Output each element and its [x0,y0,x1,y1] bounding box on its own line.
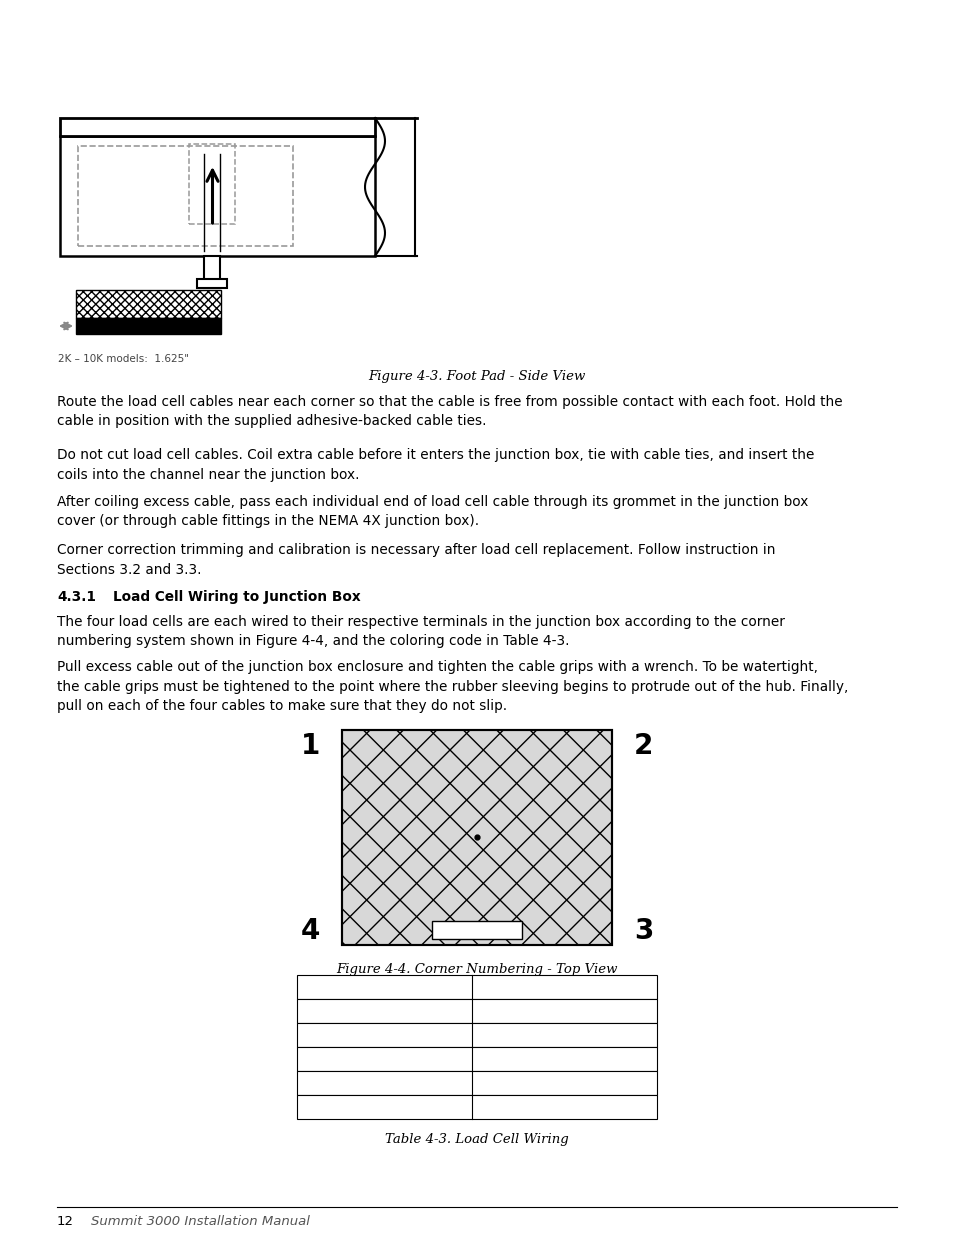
Bar [76,290,221,317]
Text: Cable Color Code: Cable Color Code [328,981,439,993]
Text: Summit 3000 Installation Manual: Summit 3000 Installation Manual [91,1215,310,1228]
Text: -Signal: -Signal [479,1076,524,1089]
Text: Figure 4-4. Corner Numbering - Top View: Figure 4-4. Corner Numbering - Top View [335,963,618,976]
Bar [432,921,521,939]
Text: 1: 1 [300,732,319,760]
Bar [76,317,221,333]
Bar [341,730,612,945]
Text: 12: 12 [57,1215,74,1228]
Text: 4: 4 [300,918,319,945]
Text: Pull excess cable out of the junction box enclosure and tighten the cable grips : Pull excess cable out of the junction bo… [57,659,847,713]
Text: Red: Red [305,1004,329,1016]
Bar [60,119,375,136]
Text: Route the load cell cables near each corner so that the cable is free from possi: Route the load cell cables near each cor… [57,395,841,429]
Text: -Excitation: -Excitation [479,1028,547,1041]
Text: Green: Green [305,1052,343,1065]
Bar [296,1071,657,1095]
Bar [296,1095,657,1119]
Text: The four load cells are each wired to their respective terminals in the junction: The four load cells are each wired to th… [57,615,784,648]
Text: After coiling excess cable, pass each individual end of load cell cable through : After coiling excess cable, pass each in… [57,495,807,529]
Bar [296,1023,657,1047]
Text: Do not cut load cell cables. Coil extra cable before it enters the junction box,: Do not cut load cell cables. Coil extra … [57,448,814,482]
Text: White: White [305,1076,342,1089]
Text: Bare or Clear: Bare or Clear [305,1100,389,1113]
Text: 2: 2 [634,732,653,760]
Bar [296,1047,657,1071]
Bar [78,146,293,246]
Text: Black: Black [305,1028,339,1041]
Text: 2K – 10K models:  1.625": 2K – 10K models: 1.625" [58,354,189,364]
Bar [190,144,235,224]
Bar [197,279,227,288]
Bar [341,730,612,945]
Bar [204,256,220,288]
Bar [60,136,375,256]
Text: J-Box Terminal: J-Box Terminal [518,981,608,993]
Text: +Excitation: +Excitation [479,1004,554,1016]
Text: Load Cell Wiring to Junction Box: Load Cell Wiring to Junction Box [112,590,360,604]
Bar [296,974,657,999]
Text: Figure 4-3. Foot Pad - Side View: Figure 4-3. Foot Pad - Side View [368,370,585,383]
Text: +Signal: +Signal [479,1052,530,1065]
Text: Shield: Shield [479,1100,519,1113]
Text: Corner correction trimming and calibration is necessary after load cell replacem: Corner correction trimming and calibrati… [57,543,775,577]
Bar [296,999,657,1023]
Text: Table 4-3. Load Cell Wiring: Table 4-3. Load Cell Wiring [385,1132,568,1146]
Text: 3: 3 [634,918,653,945]
Text: 4.3.1: 4.3.1 [57,590,96,604]
